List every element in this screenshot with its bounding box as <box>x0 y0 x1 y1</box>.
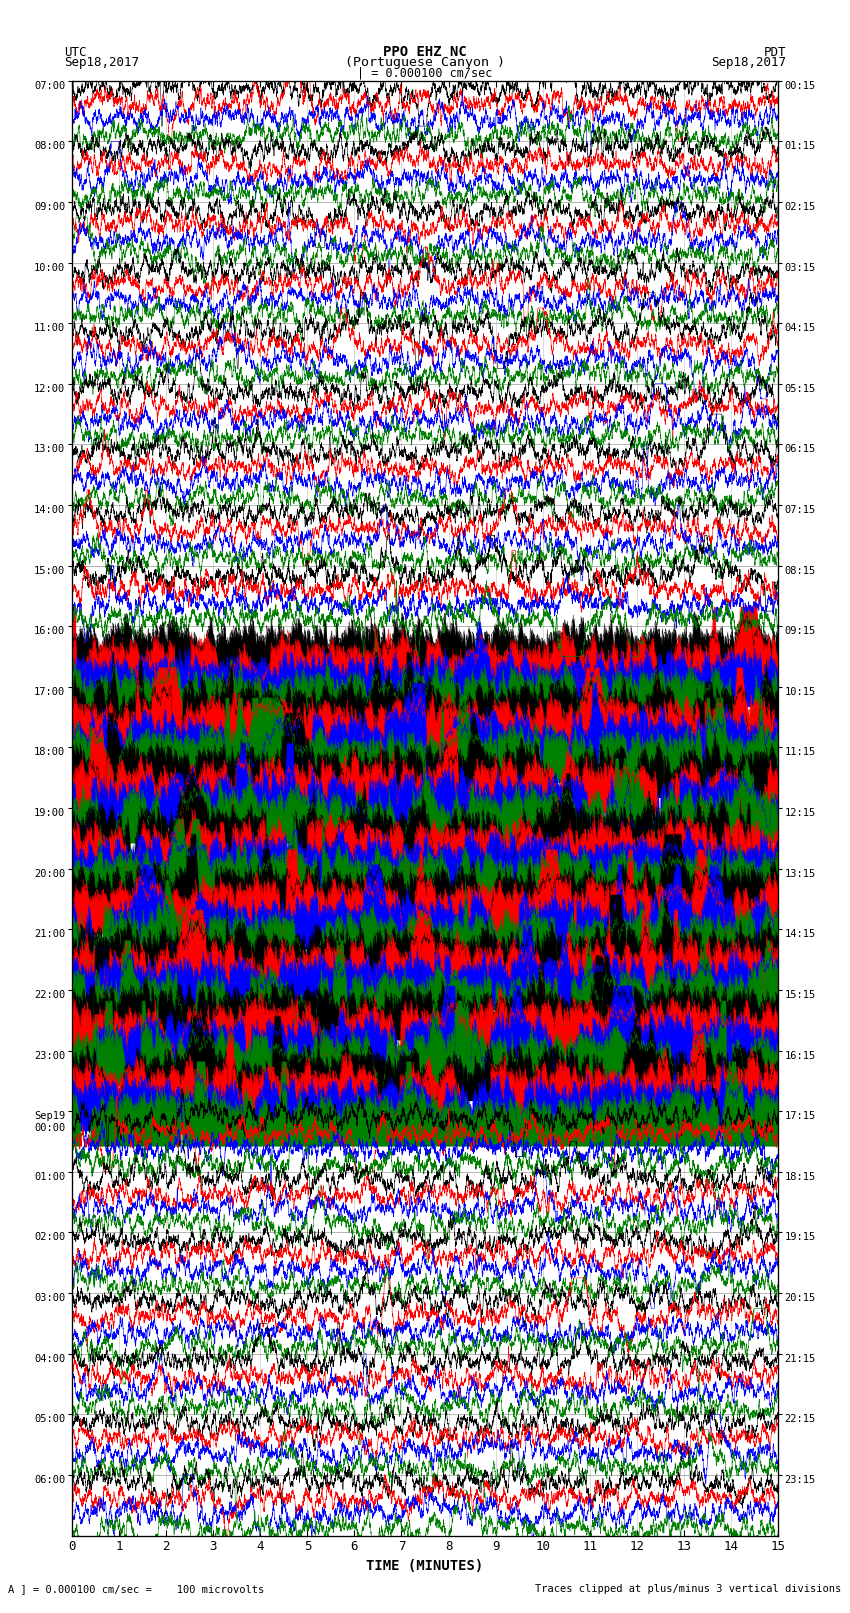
Text: Sep18,2017: Sep18,2017 <box>711 56 786 69</box>
Text: PDT: PDT <box>764 45 786 58</box>
Text: Sep18,2017: Sep18,2017 <box>64 56 139 69</box>
Text: A ] = 0.000100 cm/sec =    100 microvolts: A ] = 0.000100 cm/sec = 100 microvolts <box>8 1584 264 1594</box>
Text: (Portuguese Canyon ): (Portuguese Canyon ) <box>345 56 505 69</box>
Text: PPO EHZ NC: PPO EHZ NC <box>383 45 467 58</box>
Text: Traces clipped at plus/minus 3 vertical divisions: Traces clipped at plus/minus 3 vertical … <box>536 1584 842 1594</box>
Text: | = 0.000100 cm/sec: | = 0.000100 cm/sec <box>357 66 493 79</box>
X-axis label: TIME (MINUTES): TIME (MINUTES) <box>366 1560 484 1573</box>
Text: UTC: UTC <box>64 45 86 58</box>
